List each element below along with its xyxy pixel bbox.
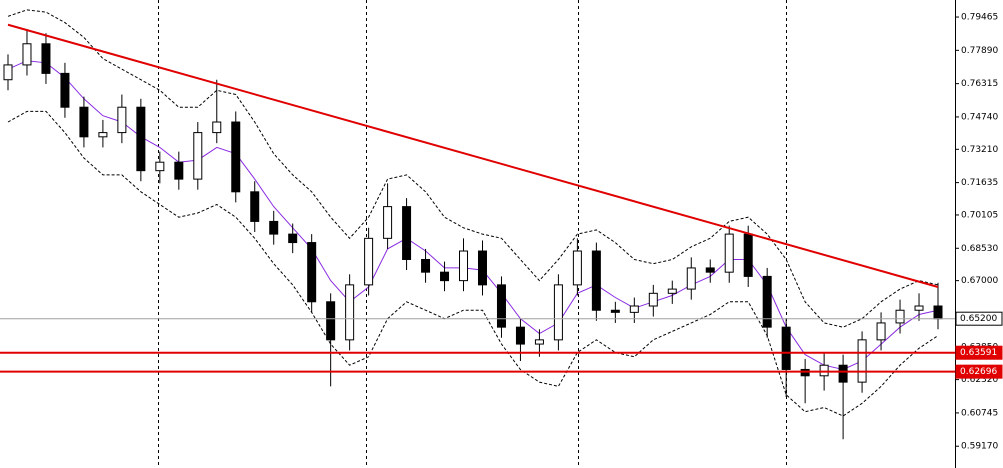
candle-body [117,106,127,134]
trend-line [7,23,939,288]
candle-body [174,161,184,180]
y-tick-label: 0.77890 [961,46,998,56]
candle-body [781,326,791,370]
y-tick-label: 0.59170 [961,442,998,452]
y-tick-label: 0.67000 [961,276,998,286]
candle-body [515,326,525,345]
candle-body [534,339,544,345]
candle-body [193,132,203,180]
y-tick-label: 0.70105 [961,210,998,220]
candle-body [307,242,317,303]
price-label-box [955,364,1003,379]
y-tick-label: 0.62320 [961,375,998,385]
candle-body [41,43,51,74]
price-label: 0.65200 [960,314,997,324]
candle-body [421,258,431,273]
candle-body [79,106,89,138]
candle-body [3,64,13,81]
candle-body [383,206,393,239]
candle-body [345,284,355,341]
candle-body [553,284,563,341]
candle-body [364,237,374,286]
candle-body [743,233,753,277]
candle-body [459,250,469,282]
y-tick-label: 0.74740 [961,112,998,122]
indicator-line [7,110,939,417]
y-tick-label: 0.68530 [961,244,998,254]
y-tick-label: 0.76315 [961,79,998,89]
candle-body [857,339,867,383]
candle-body [136,106,146,172]
candle-body [98,132,108,138]
candle-body [212,121,222,134]
indicator-line [7,9,939,328]
price-label-box [955,311,1003,326]
candle-body [591,250,601,311]
candle-body [819,364,829,377]
candle-body [250,191,260,222]
candle-body [288,233,298,244]
candle-body [440,271,450,282]
candle-body [22,43,32,66]
candle-body [648,292,658,307]
candle-body [477,250,487,286]
y-tick-label: 0.79465 [961,13,998,23]
candle-body [496,284,506,328]
candle-body [838,364,848,383]
candle-body [667,288,677,294]
y-tick-label: 0.73210 [961,145,998,155]
candle-body [326,301,336,341]
candle-body [155,161,165,172]
indicator-line [7,60,939,371]
candle-body [629,305,639,313]
candle-body [572,250,582,286]
candle-body [686,267,696,290]
price-label: 0.62696 [960,367,997,377]
candle-body [269,220,279,235]
candle-body [705,267,715,273]
y-tick-label: 0.60745 [961,408,998,418]
candle-body [914,305,924,311]
candle-body [724,233,734,273]
candle-body [933,305,943,320]
price-label: 0.63591 [960,348,997,358]
y-tick-label: 0.71635 [961,178,998,188]
candle-body [231,121,241,193]
candle-body [610,309,620,313]
candle-body [762,275,772,328]
price-label-box [955,345,1003,360]
candle-body [402,206,412,260]
candle-body [60,72,70,108]
candle-body [876,322,886,341]
candle-body [895,309,905,324]
